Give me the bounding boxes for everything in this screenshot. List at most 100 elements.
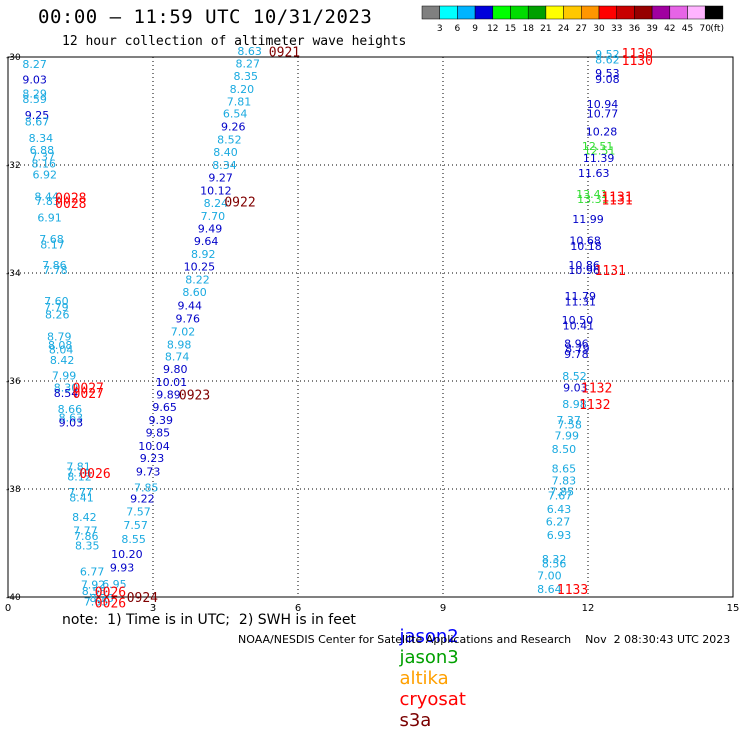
wave-height-point: 7.99 <box>554 430 579 443</box>
colorbar-label: 39 <box>646 24 658 34</box>
page-subtitle: 12 hour collection of altimeter wave hei… <box>62 34 407 49</box>
wave-height-point: 10.12 <box>200 184 232 197</box>
wave-height-point: 7.67 <box>548 489 573 502</box>
colorbar-label: 6 <box>455 24 461 34</box>
wave-height-point: 8.27 <box>22 58 47 71</box>
note-text: note: 1) Time is in UTC; 2) SWH is in fe… <box>62 612 356 628</box>
x-tick-label: 3 <box>150 603 156 614</box>
wave-height-point: 8.08 <box>48 339 73 352</box>
wave-height-point: 9.44 <box>177 299 202 312</box>
wave-height-point: 8.41 <box>69 492 94 505</box>
colorbar-label: 42 <box>664 24 675 34</box>
wave-height-point: 6.77 <box>80 566 105 579</box>
wave-height-point: 7.79 <box>44 301 69 314</box>
pass-time-label: 0027 <box>73 387 104 402</box>
wave-height-point: 12.51 <box>582 140 614 153</box>
wave-height-point: 8.32 <box>542 553 567 566</box>
wave-height-point: 8.60 <box>182 286 207 299</box>
pass-time-label: 1130 <box>622 47 653 62</box>
wave-height-point: 8.50 <box>552 443 577 456</box>
wave-height-point: 8.98 <box>167 338 192 351</box>
x-tick-label: 6 <box>295 603 301 614</box>
wave-height-point: 8.52 <box>562 370 587 383</box>
wave-height-point: 9.93 <box>110 561 135 574</box>
wave-height-point: 8.52 <box>217 134 242 147</box>
wave-height-point: 8.63 <box>237 45 262 58</box>
wave-height-point: 8.16 <box>32 157 57 170</box>
colorbar: 3 6 9 12 15 18 21 24 27 30 33 36 39 42 45 70 (ft) <box>421 5 724 34</box>
colorbar-label: 9 <box>472 24 478 34</box>
wave-height-point: 10.41 <box>563 319 595 332</box>
wave-height-point: 8.79 <box>47 331 72 344</box>
pass-time-label: 0026 <box>95 586 126 601</box>
wave-height-point: 8.65 <box>552 462 577 475</box>
wave-height-point: 9.03 <box>563 381 588 394</box>
plot-frame <box>7 56 734 598</box>
legend-item-jason2: jason2 <box>399 626 459 647</box>
wave-height-point: 6.95 <box>102 578 127 591</box>
pass-time-label: 0922 <box>224 196 255 211</box>
wave-height-point: 13.41 <box>576 188 608 201</box>
wave-height-point: 6.88 <box>30 144 55 157</box>
wave-height-point: 8.24 <box>204 197 229 210</box>
wave-height-point: 10.68 <box>569 235 601 248</box>
wave-height-point: 10.86 <box>568 259 600 272</box>
wave-height-point: 9.49 <box>198 223 223 236</box>
wave-height-point: 7.60 <box>44 295 69 308</box>
wave-height-point: 9.22 <box>130 493 155 506</box>
wave-height-point: 9.64 <box>194 235 219 248</box>
wave-height-point: 6.92 <box>32 169 57 182</box>
wave-height-point: 8.34 <box>212 159 237 172</box>
wave-height-point: 6.93 <box>547 529 572 542</box>
pass-time-label: 0921 <box>269 46 300 61</box>
wave-height-point: 8.17 <box>40 238 65 251</box>
pass-time-label: 1132 <box>581 381 612 396</box>
pass-time-label: 1131 <box>601 194 632 209</box>
pass-time-label: 0027 <box>73 381 104 396</box>
colorbar-label: 3 <box>437 24 443 34</box>
wave-height-point: 9.52 <box>595 48 620 61</box>
wave-height-point: 7.81 <box>227 95 252 108</box>
wave-height-point: 8.67 <box>25 115 50 128</box>
wave-height-point: 9.78 <box>564 348 589 361</box>
wave-height-point: 10.04 <box>138 440 170 453</box>
wave-height-point: 8.20 <box>230 83 255 96</box>
colorbar-label: 27 <box>576 24 587 34</box>
pass-time-label: 0026 <box>79 467 110 482</box>
legend-item-cryosat: cryosat <box>399 689 466 710</box>
wave-height-point: 8.74 <box>165 351 190 364</box>
wave-height-point: 7.37 <box>31 150 56 163</box>
pass-time-label: 0923 <box>179 389 210 404</box>
pass-time-label: 1130 <box>622 54 653 69</box>
pass-time-label: 0028 <box>55 191 86 206</box>
wave-height-point: 7.68 <box>39 233 64 246</box>
wave-height-point: 8.35 <box>90 592 115 605</box>
wave-height-point: 9.73 <box>136 466 161 479</box>
wave-height-point: 10.77 <box>587 108 619 121</box>
wave-height-point: 13.31 <box>577 193 609 206</box>
legend-item-s3a: s3a <box>399 710 432 731</box>
x-tick-label: 12 <box>582 603 595 614</box>
wave-height-point: 8.44 <box>34 190 59 203</box>
colorbar-unit: (ft) <box>710 24 724 34</box>
wave-height-point: 8.92 <box>191 248 216 261</box>
wave-height-point: 8.27 <box>235 57 260 70</box>
y-tick-label: -34 <box>6 269 21 279</box>
x-tick-label: 9 <box>440 603 446 614</box>
wave-height-point: 11.79 <box>565 290 597 303</box>
wave-height-point: 7.02 <box>171 325 196 338</box>
satellite-legend: jason2 jason3 altika cryosat s3a <box>388 605 474 731</box>
wave-height-point: 7.77 <box>68 486 93 499</box>
wave-height-point: 10.50 <box>562 314 594 327</box>
wave-height-point: 8.79 <box>565 343 590 356</box>
colorbar-label: 12 <box>487 24 498 34</box>
wave-height-point: 8.54 <box>54 387 79 400</box>
wave-height-point: 10.94 <box>587 98 619 111</box>
wave-height-point: 9.23 <box>140 452 165 465</box>
colorbar-label: 30 <box>593 24 605 34</box>
colorbar-label: 33 <box>611 24 622 34</box>
wave-height-point: 8.64 <box>537 583 562 596</box>
legend-item-altika: altika <box>399 668 449 689</box>
wave-height-point: 10.25 <box>184 261 216 274</box>
wave-height-point: 8.29 <box>22 88 47 101</box>
